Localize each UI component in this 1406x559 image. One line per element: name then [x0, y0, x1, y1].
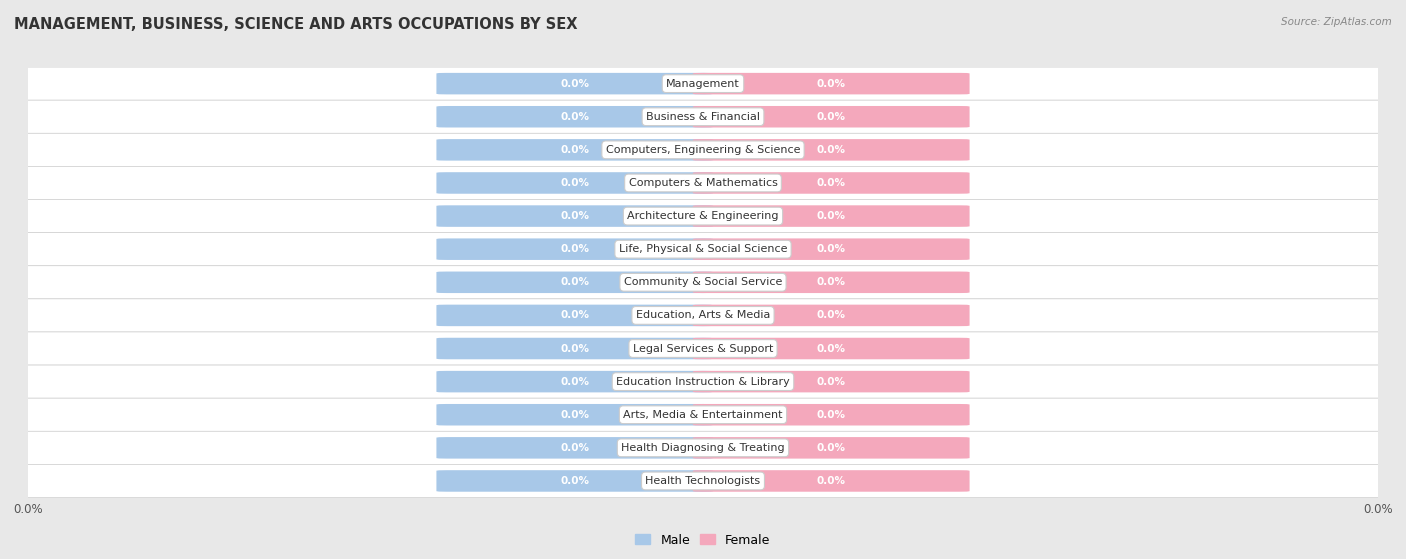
Legend: Male, Female: Male, Female	[630, 528, 776, 552]
FancyBboxPatch shape	[693, 437, 970, 458]
FancyBboxPatch shape	[436, 73, 713, 94]
Text: Arts, Media & Entertainment: Arts, Media & Entertainment	[623, 410, 783, 420]
Text: 0.0%: 0.0%	[560, 277, 589, 287]
FancyBboxPatch shape	[693, 371, 970, 392]
Text: Computers, Engineering & Science: Computers, Engineering & Science	[606, 145, 800, 155]
FancyBboxPatch shape	[1, 133, 1405, 167]
FancyBboxPatch shape	[1, 266, 1405, 299]
Text: Education Instruction & Library: Education Instruction & Library	[616, 377, 790, 387]
FancyBboxPatch shape	[436, 305, 713, 326]
Text: 0.0%: 0.0%	[560, 244, 589, 254]
FancyBboxPatch shape	[1, 233, 1405, 266]
FancyBboxPatch shape	[1, 200, 1405, 233]
FancyBboxPatch shape	[436, 272, 713, 293]
Text: Life, Physical & Social Science: Life, Physical & Social Science	[619, 244, 787, 254]
Text: 0.0%: 0.0%	[817, 377, 846, 387]
Text: Legal Services & Support: Legal Services & Support	[633, 344, 773, 353]
Text: 0.0%: 0.0%	[560, 79, 589, 89]
FancyBboxPatch shape	[436, 470, 713, 492]
Text: Management: Management	[666, 79, 740, 89]
Text: Health Technologists: Health Technologists	[645, 476, 761, 486]
Text: 0.0%: 0.0%	[817, 211, 846, 221]
FancyBboxPatch shape	[436, 205, 713, 227]
Text: Computers & Mathematics: Computers & Mathematics	[628, 178, 778, 188]
FancyBboxPatch shape	[436, 172, 713, 194]
FancyBboxPatch shape	[436, 338, 713, 359]
Text: 0.0%: 0.0%	[817, 476, 846, 486]
Text: Business & Financial: Business & Financial	[645, 112, 761, 122]
FancyBboxPatch shape	[693, 305, 970, 326]
Text: 0.0%: 0.0%	[560, 344, 589, 353]
Text: 0.0%: 0.0%	[817, 443, 846, 453]
FancyBboxPatch shape	[693, 139, 970, 160]
FancyBboxPatch shape	[693, 106, 970, 127]
Text: 0.0%: 0.0%	[560, 443, 589, 453]
Text: Health Diagnosing & Treating: Health Diagnosing & Treating	[621, 443, 785, 453]
Text: 0.0%: 0.0%	[560, 410, 589, 420]
FancyBboxPatch shape	[1, 432, 1405, 465]
Text: 0.0%: 0.0%	[817, 277, 846, 287]
Text: 0.0%: 0.0%	[817, 178, 846, 188]
Text: 0.0%: 0.0%	[560, 476, 589, 486]
FancyBboxPatch shape	[693, 404, 970, 425]
FancyBboxPatch shape	[1, 465, 1405, 498]
FancyBboxPatch shape	[1, 100, 1405, 133]
FancyBboxPatch shape	[1, 398, 1405, 432]
FancyBboxPatch shape	[1, 67, 1405, 100]
FancyBboxPatch shape	[693, 73, 970, 94]
Text: Community & Social Service: Community & Social Service	[624, 277, 782, 287]
Text: 0.0%: 0.0%	[817, 79, 846, 89]
FancyBboxPatch shape	[436, 139, 713, 160]
FancyBboxPatch shape	[693, 172, 970, 194]
Text: Source: ZipAtlas.com: Source: ZipAtlas.com	[1281, 17, 1392, 27]
Text: 0.0%: 0.0%	[817, 244, 846, 254]
Text: 0.0%: 0.0%	[560, 377, 589, 387]
FancyBboxPatch shape	[693, 205, 970, 227]
FancyBboxPatch shape	[436, 437, 713, 458]
FancyBboxPatch shape	[436, 106, 713, 127]
Text: 0.0%: 0.0%	[560, 310, 589, 320]
FancyBboxPatch shape	[1, 365, 1405, 398]
Text: 0.0%: 0.0%	[817, 112, 846, 122]
Text: 0.0%: 0.0%	[560, 178, 589, 188]
Text: Education, Arts & Media: Education, Arts & Media	[636, 310, 770, 320]
FancyBboxPatch shape	[1, 299, 1405, 332]
Text: Architecture & Engineering: Architecture & Engineering	[627, 211, 779, 221]
FancyBboxPatch shape	[693, 239, 970, 260]
FancyBboxPatch shape	[693, 338, 970, 359]
Text: 0.0%: 0.0%	[560, 145, 589, 155]
FancyBboxPatch shape	[693, 470, 970, 492]
Text: MANAGEMENT, BUSINESS, SCIENCE AND ARTS OCCUPATIONS BY SEX: MANAGEMENT, BUSINESS, SCIENCE AND ARTS O…	[14, 17, 578, 32]
Text: 0.0%: 0.0%	[817, 310, 846, 320]
FancyBboxPatch shape	[436, 404, 713, 425]
FancyBboxPatch shape	[1, 167, 1405, 200]
FancyBboxPatch shape	[693, 272, 970, 293]
FancyBboxPatch shape	[436, 371, 713, 392]
Text: 0.0%: 0.0%	[560, 112, 589, 122]
Text: 0.0%: 0.0%	[817, 145, 846, 155]
Text: 0.0%: 0.0%	[817, 344, 846, 353]
Text: 0.0%: 0.0%	[560, 211, 589, 221]
Text: 0.0%: 0.0%	[817, 410, 846, 420]
FancyBboxPatch shape	[1, 332, 1405, 365]
FancyBboxPatch shape	[436, 239, 713, 260]
